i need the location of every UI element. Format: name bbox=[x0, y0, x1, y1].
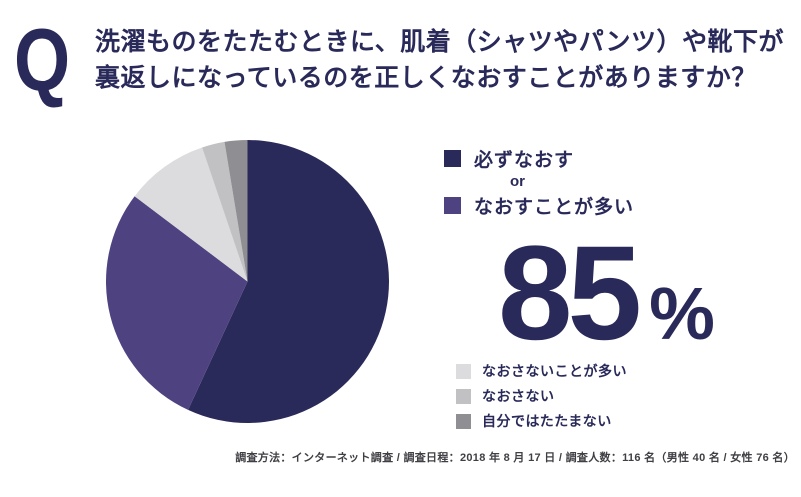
legend-label-never-fix: なおさない bbox=[482, 388, 555, 404]
legend-swatch-dont-fold bbox=[456, 413, 471, 429]
pie-slice-0 bbox=[188, 140, 390, 423]
legend-item-often-fix: なおすことが多い bbox=[444, 193, 635, 218]
legend-label-dont-fold: 自分ではたたまない bbox=[482, 413, 612, 429]
pie-slice-3 bbox=[202, 141, 248, 282]
legend-item-rarely-fix: なおさないことが多い bbox=[456, 363, 627, 379]
pie-chart-svg bbox=[106, 140, 390, 423]
legend-item-never-fix: なおさない bbox=[456, 388, 627, 404]
legend-or-connector: or bbox=[510, 173, 525, 190]
legend-swatch-never-fix bbox=[456, 388, 471, 404]
question-q-mark: Q bbox=[14, 10, 71, 109]
legend-label-always-fix: 必ずなおす bbox=[474, 149, 575, 171]
pie-slice-1 bbox=[106, 196, 248, 410]
legend-minor: なおさないことが多い なおさない 自分ではたたまない bbox=[456, 363, 627, 438]
highlight-value: 85 bbox=[498, 219, 642, 368]
highlight-unit: % bbox=[649, 272, 715, 355]
question-title-line1: 洗濯ものをたたむときに、肌着（シャツやパンツ）や靴下が bbox=[95, 28, 785, 56]
pie-slice-4 bbox=[224, 140, 248, 282]
legend-swatch-often-fix bbox=[444, 196, 461, 214]
legend-swatch-always-fix bbox=[444, 149, 461, 167]
legend-label-rarely-fix: なおさないことが多い bbox=[482, 363, 627, 379]
highlight-percentage: 85 % bbox=[498, 227, 715, 361]
question-title-line2: 裏返しになっているのを正しくなおすことがありますか？ bbox=[95, 64, 757, 92]
legend-label-often-fix: なおすことが多い bbox=[474, 196, 635, 218]
legend-item-always-fix: 必ずなおす bbox=[444, 146, 634, 171]
legend-item-dont-fold: 自分ではたたまない bbox=[456, 413, 627, 429]
legend-swatch-rarely-fix bbox=[456, 363, 471, 379]
survey-methodology-note: 調査方法：インターネット調査 / 調査日程：2018 年 8 月 17 日 / … bbox=[235, 452, 795, 464]
legend-main: 必ずなおす or なおすことが多い bbox=[444, 146, 635, 218]
pie-slice-2 bbox=[134, 147, 248, 282]
question-title: 洗濯ものをたたむときに、肌着（シャツやパンツ）や靴下が 裏返しになっているのを正… bbox=[95, 24, 784, 96]
pie-chart bbox=[106, 140, 390, 423]
